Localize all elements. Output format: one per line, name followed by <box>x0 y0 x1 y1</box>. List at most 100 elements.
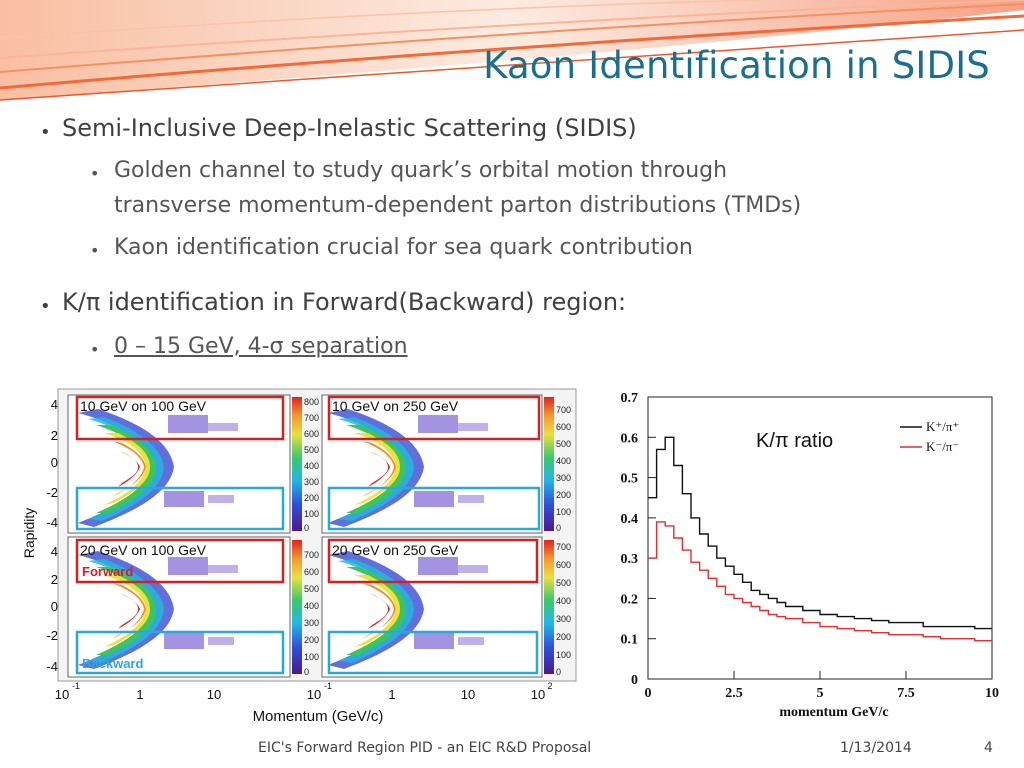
x-tick-exp: -1 <box>72 681 80 691</box>
bullet-k-pi-id: K/π identification in Forward(Backward) … <box>62 288 627 316</box>
y-tick: -2 <box>46 485 58 500</box>
zscale-tick: 200 <box>556 490 571 500</box>
y-tick: 2 <box>51 428 58 443</box>
zscale-tick: 300 <box>304 477 319 487</box>
y-tick: 2 <box>51 572 58 587</box>
zscale-tick: 0 <box>556 523 561 533</box>
zscale-tick: 300 <box>556 614 571 624</box>
panel-label: 10 GeV on 250 GeV <box>332 398 459 414</box>
forward-box <box>327 538 539 584</box>
zscale-tick: 700 <box>304 413 319 423</box>
x-tick: 10 <box>461 687 475 702</box>
x-tick-label: 2.5 <box>725 686 743 701</box>
panel-label: 20 GeV on 250 GeV <box>332 542 459 558</box>
bullet-sidis: Semi-Inclusive Deep-Inelastic Scattering… <box>62 114 637 142</box>
x-tick: 1 <box>388 687 395 702</box>
series-line-kplus-piplus <box>648 436 992 630</box>
ratio-annotation: K/π ratio <box>756 430 833 452</box>
y-tick-label: 0.5 <box>621 472 639 487</box>
x-axis-label: Momentum (GeV/c) <box>253 708 384 725</box>
zscale-tick: 400 <box>304 461 319 471</box>
footer-page-number: 4 <box>984 740 993 756</box>
zscale-tick: 600 <box>556 560 571 570</box>
y-tick: -2 <box>46 628 58 643</box>
y-tick-label: 0.3 <box>621 552 639 567</box>
bullet-dot: • <box>90 340 100 359</box>
y-tick: -4 <box>46 659 58 674</box>
y-tick-label: 0.6 <box>621 431 639 446</box>
zscale-tick: 200 <box>556 632 571 642</box>
colorbar <box>544 540 554 674</box>
zscale-tick: 0 <box>304 523 309 533</box>
y-tick: -4 <box>46 515 58 530</box>
zscale-tick: 300 <box>304 618 319 628</box>
x-tick: 10 <box>55 687 69 702</box>
colorbar <box>544 397 554 531</box>
zscale-tick: 100 <box>304 652 319 662</box>
bullet-golden-channel: Golden channel to study quark’s orbital … <box>114 158 728 183</box>
series-line-kminus-piminus <box>648 521 992 642</box>
zscale-tick: 0 <box>556 667 561 677</box>
zscale-tick: 400 <box>556 596 571 606</box>
zscale-tick: 400 <box>556 456 571 466</box>
zscale-tick: 500 <box>304 584 319 594</box>
zscale-tick: 700 <box>556 542 571 552</box>
zscale-tick: 600 <box>556 422 571 432</box>
legend-entry: K⁺/π⁺ <box>926 419 959 434</box>
plot-frame <box>647 396 993 680</box>
zscale-tick: 100 <box>556 650 571 660</box>
y-tick-label: 0.1 <box>621 633 639 648</box>
zscale-tick: 100 <box>304 509 319 519</box>
zscale-tick: 400 <box>304 601 319 611</box>
x-tick-label: 7.5 <box>897 686 915 701</box>
bullet-kaon-crucial: Kaon identification crucial for sea quar… <box>114 235 693 260</box>
bullet-dot: • <box>90 241 100 260</box>
x-axis-label: momentum GeV/c <box>779 705 888 720</box>
zscale-tick: 500 <box>556 439 571 449</box>
bullet-dot: • <box>40 296 51 317</box>
x-tick: 10 <box>207 687 221 702</box>
forward-box <box>327 395 541 441</box>
legend-entry: K⁻/π⁻ <box>926 439 959 454</box>
rapidity-histograms: 10 GeV on 100 GeV 800 700 600 500 400 30… <box>21 388 577 725</box>
y-tick-label: 0.2 <box>621 592 639 607</box>
x-tick: 10 <box>307 687 321 702</box>
zscale-tick: 200 <box>304 635 319 645</box>
kpi-ratio-chart: 0 0.1 0.2 0.3 0.4 0.5 0.6 0.7 0 2.5 5 7.5 10 K/π ra… <box>621 391 1000 720</box>
zscale-tick: 500 <box>556 578 571 588</box>
x-tick-label: 5 <box>817 686 824 701</box>
backward-box <box>75 486 285 531</box>
x-tick-exp: -1 <box>324 681 332 691</box>
panel-label: 20 GeV on 100 GeV <box>80 542 207 558</box>
x-tick-exp: 2 <box>547 681 552 691</box>
bullet-golden-channel-cont: transverse momentum-dependent parton dis… <box>114 193 802 218</box>
forward-box <box>75 395 285 441</box>
colorbar <box>292 540 302 674</box>
bullet-separation-link[interactable]: 0 – 15 GeV, 4-σ separation <box>114 334 408 359</box>
zscale-tick: 700 <box>304 550 319 560</box>
forward-box <box>75 538 285 584</box>
backward-box <box>327 486 541 531</box>
bullet-dot: • <box>40 122 51 143</box>
zscale-tick: 600 <box>304 429 319 439</box>
x-tick-label: 10 <box>985 686 999 701</box>
y-tick: 4 <box>51 397 58 412</box>
footer-text: EIC's Forward Region PID - an EIC R&D Pr… <box>258 740 592 756</box>
y-tick-label: 0.4 <box>621 512 639 527</box>
y-tick: 0 <box>51 455 58 470</box>
forward-label: Forward <box>82 564 133 579</box>
zscale-tick: 600 <box>304 567 319 577</box>
x-tick: 10 <box>531 687 545 702</box>
x-tick: 1 <box>136 687 143 702</box>
y-tick-label: 0 <box>631 673 638 688</box>
zscale-tick: 300 <box>556 473 571 483</box>
footer-date: 1/13/2014 <box>840 740 912 756</box>
y-tick: 0 <box>51 599 58 614</box>
y-axis-label: Rapidity <box>21 508 37 559</box>
y-tick-label: 0.7 <box>621 391 639 406</box>
backward-box <box>327 630 539 675</box>
colorbar <box>292 397 302 531</box>
zscale-tick: 800 <box>304 397 319 407</box>
zscale-tick: 200 <box>304 493 319 503</box>
zscale-tick: 700 <box>556 405 571 415</box>
